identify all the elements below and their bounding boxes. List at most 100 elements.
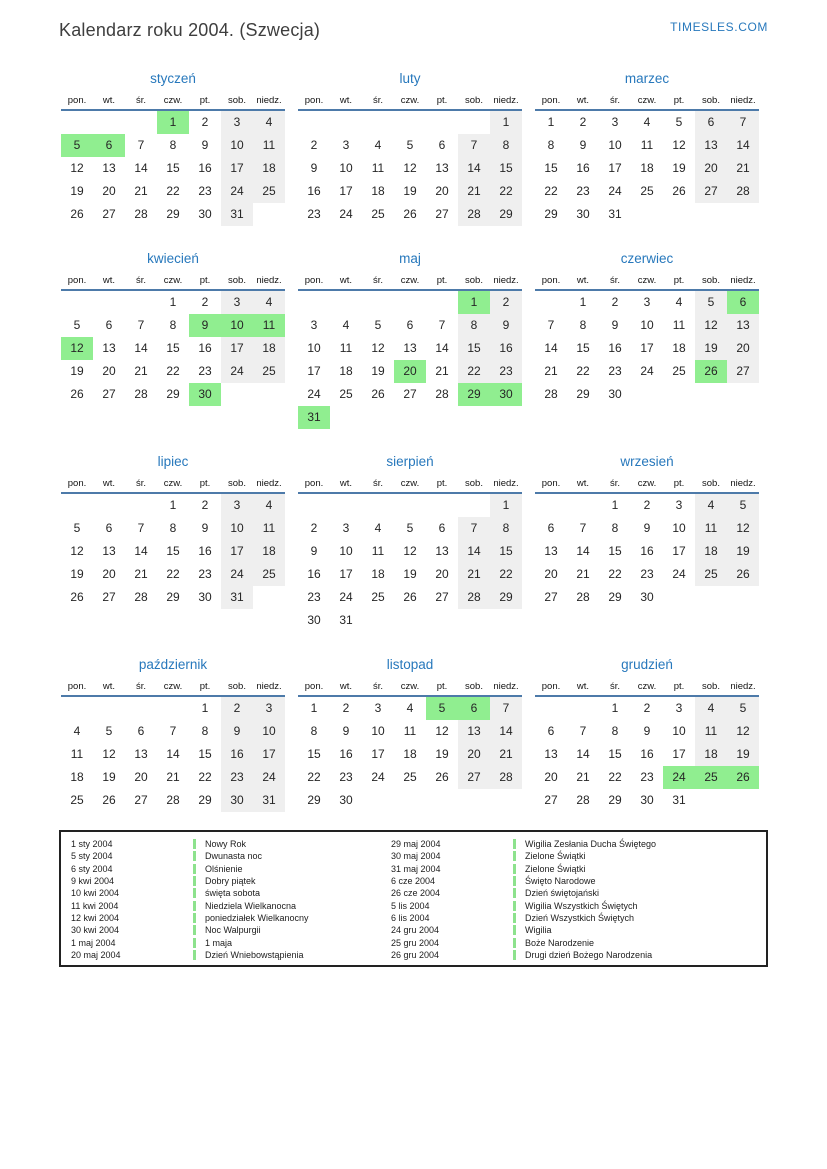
day-cell: 11 <box>253 517 285 540</box>
day-cell-empty <box>426 111 458 134</box>
holiday-date: 24 gru 2004 <box>391 925 440 936</box>
day-row: 20 21 22 23 24 25 26 <box>535 766 759 789</box>
day-cell-empty <box>394 609 426 632</box>
day-cell-empty <box>490 789 522 812</box>
day-cell: 1 <box>169 295 177 309</box>
day-cell: 11 <box>339 341 353 355</box>
month-block: grudzień pon. wt. śr. czw. pt. sob. niedz. 1 2 3 4 5… <box>535 657 759 812</box>
weekday-label: pt. <box>199 478 211 489</box>
day-cell: 6 <box>547 521 555 535</box>
day-cell: 9 <box>201 138 209 152</box>
day-cell: 26 <box>435 770 449 784</box>
day-cell-empty <box>695 586 727 609</box>
day-row: 26 27 28 29 30 <box>61 383 285 406</box>
holiday-legend-item: 26 cze 2004 Dzień świętojański <box>391 887 766 899</box>
day-row: 11 12 13 14 15 16 17 <box>61 743 285 766</box>
day-cell-empty <box>362 789 394 812</box>
weekday-label: sob. <box>465 275 483 286</box>
weekday-label: niedz. <box>493 95 519 106</box>
day-cell: 15 <box>166 341 180 355</box>
weekday-label: niedz. <box>730 681 756 692</box>
day-cell-empty <box>695 383 727 406</box>
day-cell: 29 <box>198 793 212 807</box>
day-cell: 3 <box>342 521 350 535</box>
weekday-label: sob. <box>228 681 246 692</box>
day-cell: 17 <box>221 540 253 563</box>
weekday-label: niedz. <box>730 478 756 489</box>
day-row: 18 19 20 21 22 23 24 <box>61 766 285 789</box>
day-cell-empty <box>535 697 567 720</box>
day-cell: 13 <box>727 314 759 337</box>
weekday-label: pt. <box>673 478 685 489</box>
day-cell: 5 <box>374 318 382 332</box>
day-cell: 24 <box>253 766 285 789</box>
day-cell: 2 <box>579 115 587 129</box>
day-cell: 23 <box>640 770 654 784</box>
day-cell: 20 <box>458 743 490 766</box>
day-cell: 28 <box>490 766 522 789</box>
day-cell: 25 <box>253 360 285 383</box>
day-cell: 27 <box>102 590 116 604</box>
day-cell: 1 <box>201 701 209 715</box>
day-cell: 12 <box>672 138 686 152</box>
day-cell: 27 <box>403 387 417 401</box>
day-cell: 10 <box>253 720 285 743</box>
day-cell: 14 <box>435 341 449 355</box>
day-cell: 3 <box>643 295 651 309</box>
holiday-legend-item: 9 kwi 2004 Dobry piątek <box>71 875 391 887</box>
weekday-label: pon. <box>541 275 561 286</box>
day-cell: 26 <box>70 207 84 221</box>
day-cell: 3 <box>675 498 683 512</box>
day-cell-empty <box>330 494 362 517</box>
holiday-date: 6 sty 2004 <box>71 863 113 874</box>
day-cell: 2 <box>201 115 209 129</box>
holiday-date: 11 kwi 2004 <box>71 900 119 911</box>
day-cell-empty <box>61 291 93 314</box>
weekday-label: niedz. <box>493 478 519 489</box>
day-cell-empty <box>458 609 490 632</box>
day-row: 15 16 17 18 19 20 21 <box>535 157 759 180</box>
day-cell: 8 <box>611 724 619 738</box>
day-row: 19 20 21 22 23 24 25 <box>61 180 285 203</box>
day-cell: 3 <box>611 115 619 129</box>
holiday-name: Noc Walpurgii <box>205 925 261 936</box>
day-cell: 2 <box>201 498 209 512</box>
month-title: wrzesień <box>620 454 674 469</box>
day-cell: 21 <box>134 364 148 378</box>
day-cell-empty <box>330 406 362 429</box>
day-row: 12 13 14 15 16 17 18 <box>61 540 285 563</box>
day-cell: 6 <box>406 318 414 332</box>
weekday-label: niedz. <box>730 95 756 106</box>
day-cell: 20 <box>102 567 116 581</box>
weekday-label: niedz. <box>730 275 756 286</box>
day-cell: 28 <box>544 387 558 401</box>
weekday-header-row: pon. wt. śr. czw. pt. sob. niedz. <box>298 681 522 697</box>
month-block: październik pon. wt. śr. czw. pt. sob. niedz. 1 2… <box>61 657 285 812</box>
day-cell: 12 <box>70 161 84 175</box>
weekday-label: pon. <box>67 478 87 489</box>
day-cell: 7 <box>458 517 490 540</box>
day-cell: 10 <box>221 517 253 540</box>
holiday-name: Boże Narodzenie <box>525 937 595 948</box>
month-title: lipiec <box>157 454 189 469</box>
day-cell-empty <box>663 203 695 226</box>
site-link[interactable]: TIMESLES.COM <box>670 20 768 34</box>
day-cell: 29 <box>490 586 522 609</box>
day-cell: 15 <box>544 161 558 175</box>
day-cell: 30 <box>608 387 622 401</box>
day-cell-empty <box>125 494 157 517</box>
day-cell: 22 <box>166 184 180 198</box>
day-cell: 31 <box>339 613 353 627</box>
day-cell: 20 <box>544 770 558 784</box>
holiday-legend-item: 5 lis 2004 Wigilia Wszystkich Świętych <box>391 899 766 911</box>
day-cell: 8 <box>490 134 522 157</box>
weekday-label: czw. <box>400 95 420 106</box>
day-cell: 8 <box>169 521 177 535</box>
day-cell: 28 <box>134 387 148 401</box>
day-cell-empty <box>458 494 490 517</box>
holiday-name: święta sobota <box>205 888 261 899</box>
day-cell: 4 <box>253 494 285 517</box>
day-cell: 15 <box>198 747 212 761</box>
day-cell: 5 <box>73 318 81 332</box>
